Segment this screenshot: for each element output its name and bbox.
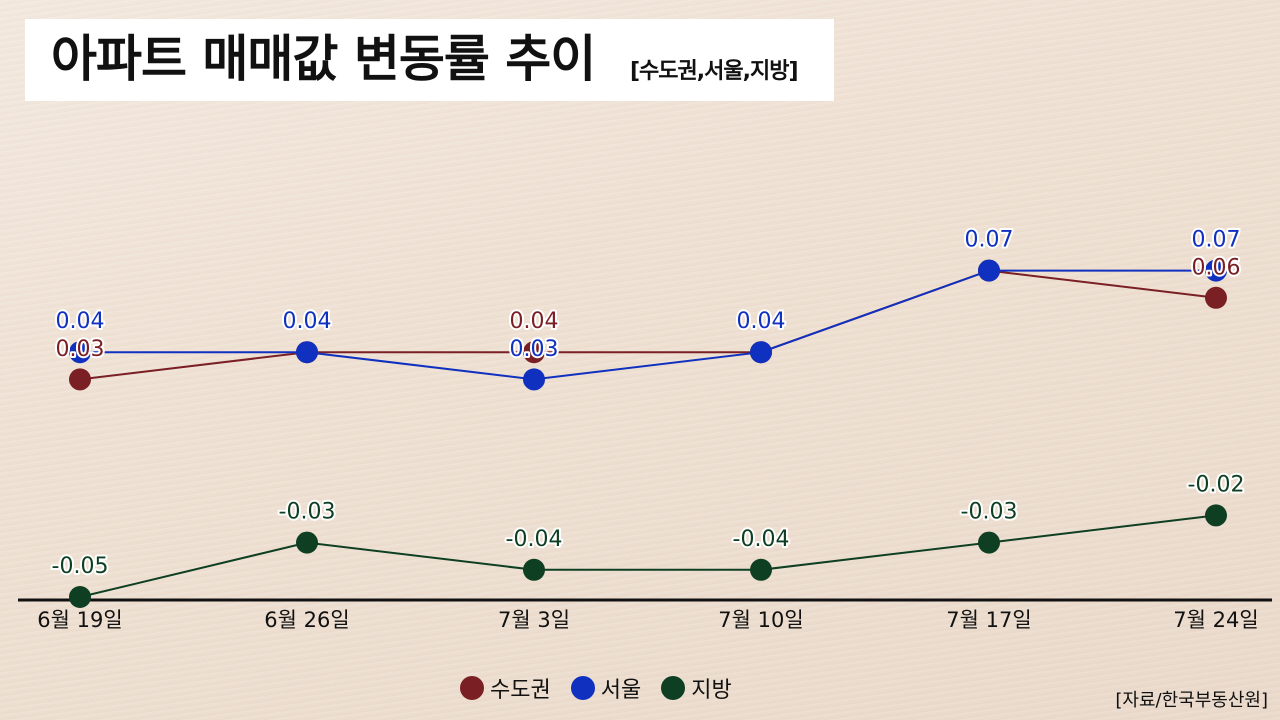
data-label: 0.04 <box>56 309 105 334</box>
data-point <box>523 558 545 581</box>
data-label: -0.03 <box>279 500 336 525</box>
data-label: 0.06 <box>1192 256 1241 281</box>
data-point <box>978 259 1000 282</box>
legend-label: 지방 <box>691 678 732 703</box>
data-point <box>69 368 91 391</box>
source-note: [자료/한국부동산원] <box>1115 690 1268 711</box>
x-axis-label: 6월 19일 <box>37 608 123 632</box>
data-point <box>750 558 772 581</box>
data-label: 0.07 <box>965 228 1014 253</box>
legend-dot-icon <box>661 676 686 700</box>
data-label-layer: 0.04 0.03 -0.05 0.04 -0.03 0.04 0.03 -0.04 0.04 -… <box>50 226 1247 581</box>
data-point <box>978 531 1000 554</box>
chart-title: 아파트 매매값 변동률 추이 <box>51 30 596 88</box>
data-point <box>69 586 91 608</box>
chart-subtitle: [수도권,서울,지방] <box>630 59 799 84</box>
legend-label: 수도권 <box>490 678 551 703</box>
x-axis-label: 7월 17일 <box>946 608 1032 632</box>
data-point <box>523 341 545 364</box>
title-box: 아파트 매매값 변동률 추이 [수도권,서울,지방] <box>25 19 834 101</box>
data-label: -0.04 <box>733 527 790 552</box>
x-axis-label: 7월 3일 <box>497 608 571 632</box>
data-point <box>523 368 545 391</box>
legend: 수도권 서울 지방 <box>460 672 742 704</box>
series-2 <box>69 504 1227 608</box>
data-label: -0.02 <box>1188 472 1245 497</box>
data-label: 0.07 <box>1192 228 1241 253</box>
data-label: -0.05 <box>52 554 109 579</box>
data-point <box>296 531 318 554</box>
legend-dot-icon <box>570 676 595 700</box>
series-0 <box>69 259 1227 391</box>
data-point <box>296 341 318 364</box>
legend-item-jibang: 지방 <box>661 672 732 704</box>
data-point <box>69 341 91 364</box>
legend-item-sudogwon: 수도권 <box>460 672 551 704</box>
data-point <box>1205 504 1227 527</box>
data-label: -0.04 <box>506 527 563 552</box>
series-1 <box>69 259 1227 391</box>
data-point <box>1205 259 1227 282</box>
data-label: -0.03 <box>961 500 1018 525</box>
legend-label: 서울 <box>600 678 642 703</box>
data-label: 0.04 <box>737 309 786 334</box>
data-label: 0.04 <box>510 309 559 334</box>
x-axis-label: 6월 26일 <box>264 608 350 632</box>
legend-item-seoul: 서울 <box>570 672 642 704</box>
x-axis-label: 7월 10일 <box>718 608 804 632</box>
data-label: 0.04 <box>283 309 332 334</box>
legend-dot-icon <box>460 676 484 700</box>
data-label: 0.03 <box>510 337 559 362</box>
series-layer <box>69 259 1227 608</box>
data-point <box>750 341 772 364</box>
data-label: 0.03 <box>56 337 105 362</box>
data-point <box>1205 286 1227 309</box>
x-axis-label: 7월 24일 <box>1173 608 1259 632</box>
